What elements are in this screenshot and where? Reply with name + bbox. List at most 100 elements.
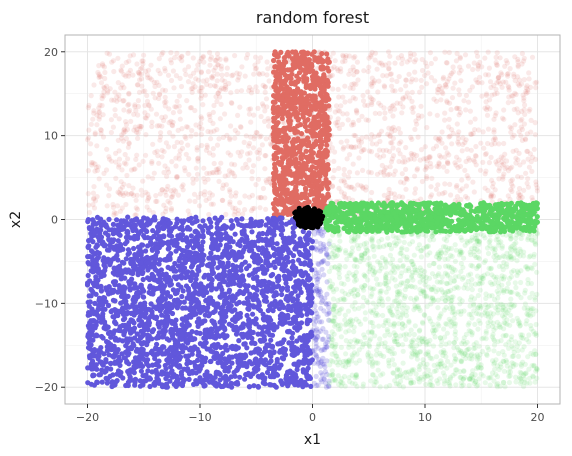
data-point (368, 149, 375, 155)
data-point (180, 288, 186, 294)
data-point (424, 174, 430, 180)
data-point (338, 103, 344, 109)
data-point (240, 165, 246, 171)
data-point (185, 50, 191, 56)
data-point (488, 84, 494, 91)
data-point (86, 209, 93, 216)
data-point (239, 216, 245, 222)
data-point (331, 158, 337, 164)
data-point (248, 208, 255, 214)
data-point (340, 52, 346, 58)
data-point (151, 170, 157, 176)
data-point (295, 311, 301, 317)
data-point (200, 102, 206, 108)
data-point (515, 56, 521, 63)
data-point (268, 337, 274, 343)
data-point (121, 85, 127, 91)
data-point (255, 176, 262, 182)
data-point (98, 216, 104, 222)
data-point (150, 175, 156, 181)
data-point (516, 129, 522, 135)
data-point (165, 198, 171, 204)
data-point (205, 69, 211, 75)
data-point (301, 52, 307, 58)
data-point (468, 147, 474, 153)
data-point (387, 108, 394, 114)
data-point (208, 219, 214, 225)
data-point (517, 192, 524, 198)
data-point (506, 87, 512, 93)
data-point (389, 126, 395, 132)
data-point (469, 84, 475, 90)
data-point (104, 146, 110, 152)
data-point (195, 194, 201, 200)
data-point (163, 375, 169, 382)
data-point (460, 141, 466, 148)
data-point (220, 278, 226, 284)
data-point (210, 349, 216, 355)
data-point (414, 152, 420, 159)
data-point (102, 75, 108, 82)
data-point (194, 171, 201, 177)
data-point (133, 212, 139, 218)
data-point (279, 302, 285, 308)
data-point (138, 361, 144, 367)
data-point (514, 74, 521, 80)
data-point (207, 56, 213, 63)
data-point (149, 309, 155, 315)
data-point (252, 292, 258, 298)
data-point (476, 80, 482, 86)
data-point (365, 117, 371, 123)
data-point (159, 147, 165, 153)
data-point (350, 95, 356, 101)
data-point (103, 357, 109, 363)
data-point (204, 77, 210, 83)
data-point (336, 165, 342, 171)
data-point (515, 174, 521, 180)
data-point (509, 93, 515, 99)
data-point (297, 65, 303, 71)
data-point (457, 54, 463, 60)
data-point (516, 195, 522, 201)
data-point (237, 374, 243, 380)
data-point (431, 96, 437, 102)
data-point (433, 186, 439, 192)
data-point (516, 185, 523, 192)
data-point (168, 364, 174, 370)
data-point (115, 137, 121, 143)
data-point (149, 336, 155, 342)
data-point (258, 352, 264, 358)
data-point (217, 56, 223, 62)
data-point (500, 79, 506, 85)
data-point (443, 145, 449, 151)
data-point (344, 111, 350, 117)
data-point (179, 322, 185, 328)
data-point (262, 195, 268, 201)
data-point (159, 123, 165, 129)
data-point (274, 53, 280, 60)
data-point (249, 192, 255, 198)
data-point (453, 162, 459, 168)
data-point (280, 321, 286, 327)
data-point (114, 98, 120, 104)
data-point (488, 193, 494, 199)
data-point (170, 68, 176, 74)
data-point (304, 374, 310, 380)
data-point (216, 169, 222, 175)
data-point (135, 103, 141, 110)
data-point (487, 79, 494, 85)
data-point (195, 77, 201, 83)
data-point (91, 195, 97, 201)
data-point (502, 165, 508, 172)
data-point (510, 99, 516, 105)
data-point (215, 90, 221, 96)
data-point (399, 110, 405, 116)
data-point (232, 135, 238, 141)
data-point (186, 376, 192, 382)
data-point (92, 198, 99, 204)
data-point (99, 61, 106, 67)
data-point (125, 267, 132, 273)
data-point (250, 163, 257, 169)
data-point (529, 194, 535, 201)
data-point (353, 144, 359, 150)
